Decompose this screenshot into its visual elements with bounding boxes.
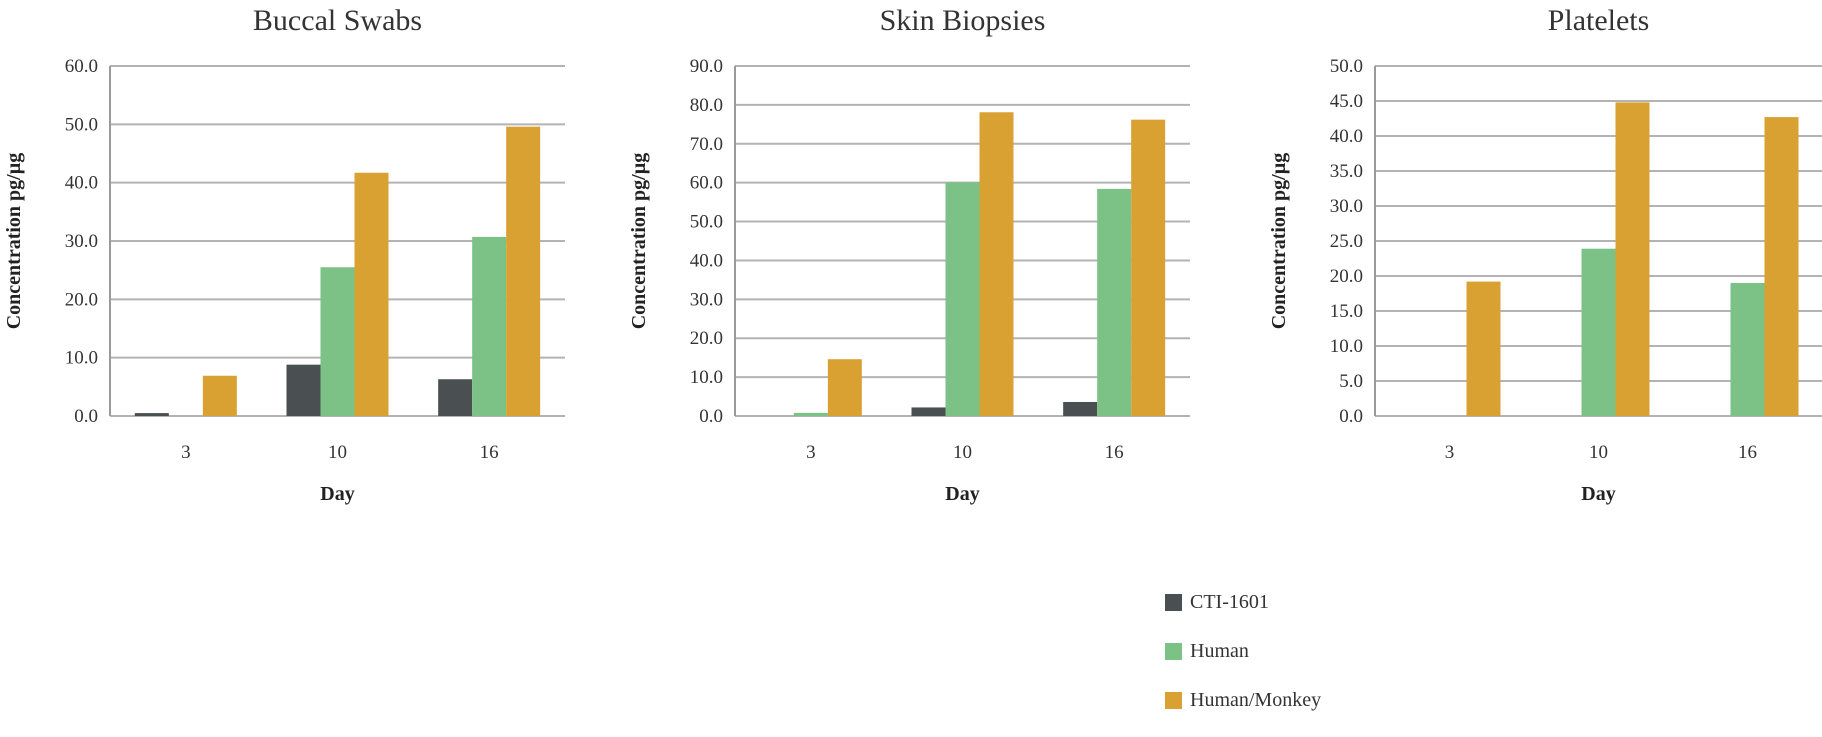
bar-human-monkey-day-16: [506, 126, 541, 417]
legend-label-cti-1601: CTI-1601: [1190, 590, 1269, 613]
x-tick-label: 10: [1589, 442, 1608, 463]
x-axis-label: Day: [320, 483, 354, 505]
y-tick-label: 0.0: [74, 406, 98, 427]
y-tick-label: 40.0: [65, 173, 98, 194]
bar-cti-1601-day-10: [286, 364, 321, 416]
legend-swatch-human: [1165, 642, 1182, 660]
y-tick-label: 25.0: [1330, 231, 1363, 252]
bar-human-monkey-day-3: [1466, 281, 1501, 416]
legend: CTI-1601 Human Human/Monkey: [1165, 590, 1321, 737]
y-tick-label: 45.0: [1330, 91, 1363, 112]
y-tick-label: 30.0: [1330, 196, 1363, 217]
bar-human-monkey-day-10: [1615, 102, 1650, 417]
y-axis-label: Concentration pg/µg: [628, 153, 650, 330]
x-tick-label: 3: [806, 442, 816, 463]
bar-human-monkey-day-3: [202, 375, 237, 416]
bar-cti-1601-day-3: [134, 413, 169, 416]
bar-human-monkey-day-10: [354, 172, 389, 416]
y-tick-label: 60.0: [690, 173, 723, 194]
bar-human-day-10: [1581, 248, 1616, 416]
y-tick-label: 40.0: [690, 250, 723, 271]
x-axis-label: Day: [1581, 483, 1615, 505]
bar-human-monkey-day-16: [1131, 119, 1166, 417]
bar-human-monkey-day-16: [1764, 117, 1799, 416]
bar-human-day-10: [945, 182, 980, 416]
x-tick-label: 16: [480, 442, 499, 463]
legend-item-cti-1601: CTI-1601: [1165, 590, 1321, 614]
legend-swatch-cti-1601: [1165, 593, 1182, 611]
y-tick-label: 50.0: [690, 212, 723, 233]
chart-skin-biopsies: 0.0 10.0 20.0 30.0 40.0 50.0 60.0 70.0 80.0 90.0 3…: [628, 4, 1190, 505]
bar-human-day-3: [793, 412, 828, 416]
x-tick-label: 10: [328, 442, 347, 463]
bar-human-monkey-day-10: [979, 112, 1014, 417]
bar-human-monkey-day-3: [827, 359, 862, 416]
y-tick-label: 50.0: [65, 114, 98, 135]
legend-swatch-human-monkey: [1165, 691, 1182, 709]
x-tick-label: 3: [181, 442, 191, 463]
bar-cti-1601-day-16: [1063, 402, 1098, 416]
legend-label-human-monkey: Human/Monkey: [1190, 688, 1322, 711]
x-tick-label: 10: [953, 442, 972, 463]
legend-label-human: Human: [1190, 639, 1249, 662]
y-tick-label: 10.0: [1330, 336, 1363, 357]
y-tick-label: 80.0: [690, 95, 723, 116]
x-tick-label: 3: [1445, 442, 1455, 463]
bar-human-day-16: [1097, 188, 1132, 416]
bar-cti-1601-day-10: [911, 407, 946, 416]
y-tick-label: 20.0: [1330, 266, 1363, 287]
y-tick-label: 30.0: [65, 231, 98, 252]
y-tick-label: 10.0: [690, 367, 723, 388]
y-tick-label: 50.0: [1330, 56, 1363, 77]
chart-buccal-swabs: 0.0 10.0 20.0 30.0 40.0 50.0 60.0 3 10 16 Buccal S…: [3, 4, 565, 505]
chart-title: Buccal Swabs: [253, 4, 422, 37]
y-tick-label: 60.0: [65, 56, 98, 77]
y-tick-label: 0.0: [699, 406, 723, 427]
bar-human-day-10: [320, 267, 355, 416]
y-tick-label: 30.0: [690, 289, 723, 310]
bar-cti-1601-day-16: [438, 379, 473, 416]
y-tick-label: 15.0: [1330, 301, 1363, 322]
y-tick-label: 90.0: [690, 56, 723, 77]
bar-human-day-16: [1730, 283, 1765, 416]
y-tick-label: 0.0: [1339, 406, 1363, 427]
y-tick-label: 70.0: [690, 134, 723, 155]
chart-title: Skin Biopsies: [880, 4, 1046, 37]
y-tick-label: 10.0: [65, 348, 98, 369]
legend-item-human: Human: [1165, 639, 1321, 663]
chart-title: Platelets: [1548, 4, 1650, 37]
y-tick-label: 20.0: [690, 328, 723, 349]
y-tick-label: 5.0: [1339, 371, 1363, 392]
x-tick-label: 16: [1738, 442, 1757, 463]
y-tick-label: 35.0: [1330, 161, 1363, 182]
y-axis-label: Concentration pg/µg: [3, 153, 25, 330]
y-axis-label: Concentration pg/µg: [1268, 153, 1290, 330]
y-tick-label: 40.0: [1330, 126, 1363, 147]
chart-platelets: 0.0 5.0 10.0 15.0 20.0 25.0 30.0 35.0 40.0 45.0 50…: [1268, 4, 1822, 505]
x-tick-label: 16: [1105, 442, 1124, 463]
x-axis-label: Day: [945, 483, 979, 505]
y-tick-label: 20.0: [65, 289, 98, 310]
legend-item-human-monkey: Human/Monkey: [1165, 688, 1321, 712]
bar-human-day-16: [472, 236, 507, 416]
